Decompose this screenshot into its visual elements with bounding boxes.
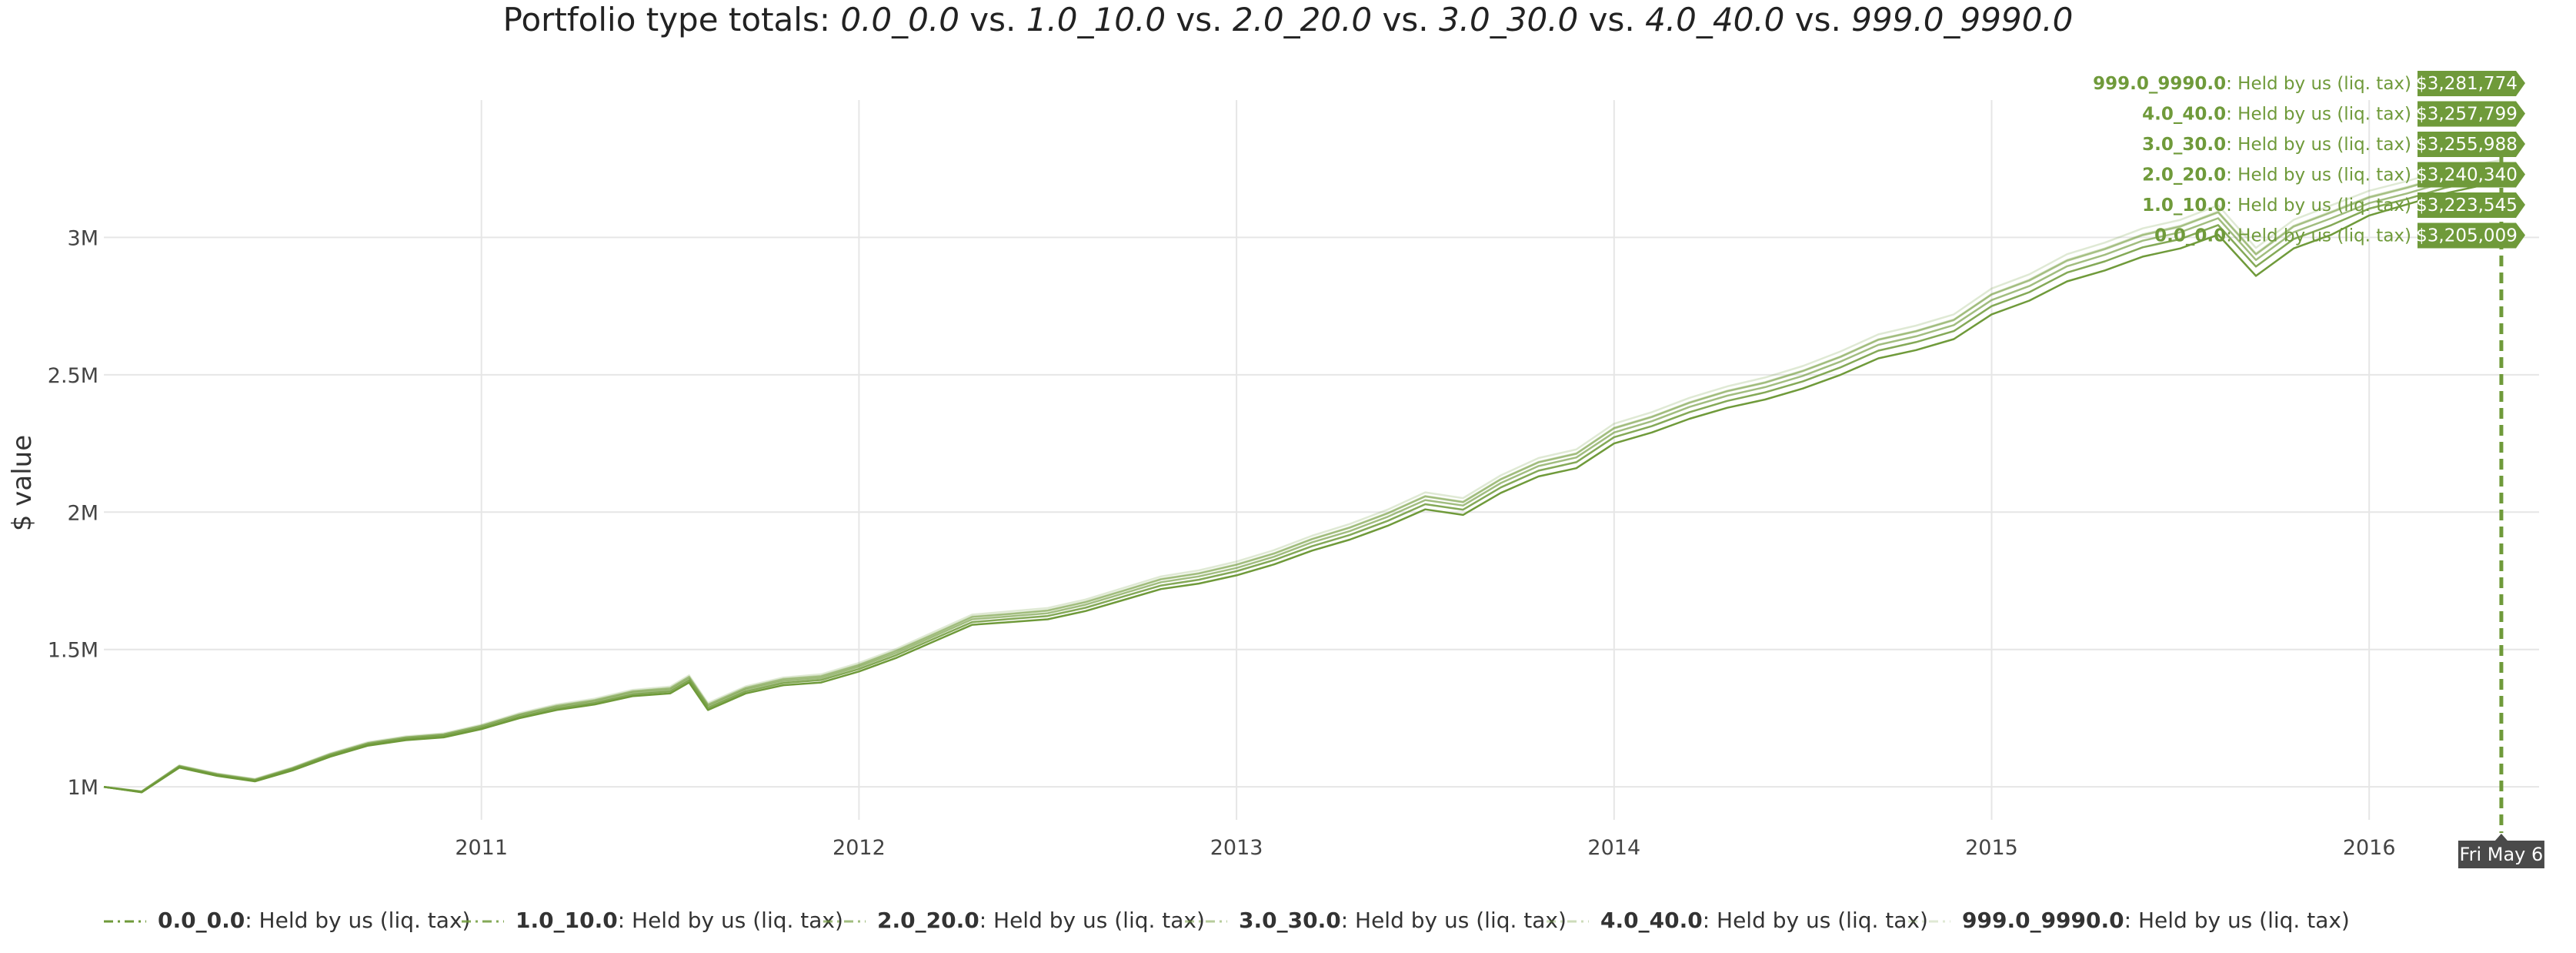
chart-title-series-name: 0.0_0.0 (840, 1, 959, 38)
series-line-999.0_9990.0[interactable] (103, 159, 2502, 793)
x-tick-label: 2012 (833, 836, 886, 860)
tooltip-label: 999.0_9990.0: Held by us (liq. tax) (2093, 74, 2411, 94)
tooltip-value: $3,240,340 (2416, 166, 2518, 186)
y-tick-label: 1.5M (48, 639, 98, 663)
x-tick-label: 2011 (455, 836, 508, 860)
crosshair-date-box (2458, 841, 2544, 868)
y-tick-label: 3M (68, 226, 98, 250)
series-line-2.0_20.0[interactable] (103, 170, 2502, 793)
tooltip-label: 3.0_30.0: Held by us (liq. tax) (2142, 135, 2411, 155)
legend-series-desc: : Held by us (liq. tax) (979, 908, 1205, 933)
x-tick-label: 2014 (1587, 836, 1640, 860)
legend-item-4.0_40.0[interactable]: 4.0_40.0: Held by us (liq. tax) (1600, 908, 1928, 933)
tooltip-value: $3,223,545 (2416, 196, 2518, 216)
crosshair-date-pointer (2494, 834, 2508, 841)
legend-series-name: 4.0_40.0 (1600, 908, 1703, 933)
tooltip-series-desc: : Held by us (liq. tax) (2226, 196, 2411, 216)
legend-item-1.0_10.0[interactable]: 1.0_10.0: Held by us (liq. tax) (516, 908, 843, 933)
tooltip-value-box (2418, 192, 2516, 218)
chart-title-separator: vs. (959, 1, 1026, 38)
tooltip-pointer (2516, 71, 2525, 96)
chart-title: Portfolio type totals: 0.0_0.0 vs. 1.0_1… (0, 0, 2576, 40)
chart-title-separator: vs. (1578, 1, 1646, 38)
series-line-4.0_40.0[interactable] (103, 166, 2502, 793)
chart-title-separator: vs. (1784, 1, 1852, 38)
tooltip-series-name: 2.0_20.0 (2142, 166, 2226, 186)
tooltip-label: 2.0_20.0: Held by us (liq. tax) (2142, 166, 2411, 186)
legend-item-999.0_9990.0[interactable]: 999.0_9990.0: Held by us (liq. tax) (1962, 908, 2350, 933)
tooltip-value-box (2418, 71, 2516, 96)
legend-item-0.0_0.0[interactable]: 0.0_0.0: Held by us (liq. tax) (158, 908, 470, 933)
tooltip-label: 0.0_0.0: Held by us (liq. tax) (2154, 226, 2411, 246)
y-tick-label: 2.5M (48, 364, 98, 388)
legend-series-desc: : Held by us (liq. tax) (1703, 908, 1928, 933)
x-tick-label: 2016 (2343, 836, 2396, 860)
tooltip-value: $3,257,799 (2416, 105, 2518, 125)
tooltip-series-name: 999.0_9990.0 (2093, 74, 2226, 94)
tooltip-series-name: 1.0_10.0 (2142, 196, 2226, 216)
tooltip-pointer (2516, 162, 2525, 188)
tooltip-series-name: 3.0_30.0 (2142, 135, 2226, 155)
legend-series-desc: : Held by us (liq. tax) (1341, 908, 1567, 933)
tooltip-series-name: 4.0_40.0 (2142, 105, 2226, 125)
legend-series-desc: : Held by us (liq. tax) (245, 908, 470, 933)
crosshair-date-label: Fri May 6 (2460, 844, 2544, 865)
x-tick-label: 2013 (1210, 836, 1263, 860)
tooltip-series-desc: : Held by us (liq. tax) (2226, 135, 2411, 155)
legend-series-name: 2.0_20.0 (877, 908, 979, 933)
legend-series-name: 3.0_30.0 (1239, 908, 1341, 933)
tooltip-value-box (2418, 222, 2516, 249)
series-line-3.0_30.0[interactable] (103, 166, 2502, 793)
tooltip-series-desc: : Held by us (liq. tax) (2226, 105, 2411, 125)
tooltip-label: 4.0_40.0: Held by us (liq. tax) (2142, 105, 2411, 125)
tooltip-pointer (2516, 192, 2525, 218)
tooltip-series-name: 0.0_0.0 (2154, 226, 2226, 246)
y-axis-label: $ value (7, 435, 38, 531)
chart-title-series-name: 999.0_9990.0 (1851, 1, 2074, 38)
chart-title-series-name: 1.0_10.0 (1026, 1, 1166, 38)
legend-item-2.0_20.0[interactable]: 2.0_20.0: Held by us (liq. tax) (877, 908, 1205, 933)
chart-title-series-name: 2.0_20.0 (1232, 1, 1373, 38)
legend-series-desc: : Held by us (liq. tax) (2124, 908, 2350, 933)
y-tick-label: 2M (68, 501, 98, 525)
x-tick-label: 2015 (1965, 836, 2018, 860)
y-tick-label: 1M (68, 776, 98, 800)
tooltip-series-desc: : Held by us (liq. tax) (2226, 166, 2411, 186)
tooltip-value-box (2418, 101, 2516, 127)
tooltip-value-box (2418, 132, 2516, 157)
series-line-0.0_0.0[interactable] (103, 180, 2502, 794)
chart-title-series-name: 4.0_40.0 (1645, 1, 1785, 38)
legend-series-name: 0.0_0.0 (158, 908, 245, 933)
legend-item-3.0_30.0[interactable]: 3.0_30.0: Held by us (liq. tax) (1239, 908, 1567, 933)
tooltip-label: 1.0_10.0: Held by us (liq. tax) (2142, 196, 2411, 216)
chart-title-separator: vs. (1166, 1, 1233, 38)
legend-series-name: 1.0_10.0 (516, 908, 618, 933)
tooltip-value: $3,255,988 (2416, 135, 2518, 155)
tooltip-value: $3,205,009 (2416, 226, 2518, 246)
legend-series-desc: : Held by us (liq. tax) (618, 908, 843, 933)
chart-title-prefix: Portfolio type totals: (502, 1, 841, 38)
legend-series-name: 999.0_9990.0 (1962, 908, 2124, 933)
tooltip-value: $3,281,774 (2416, 74, 2518, 94)
tooltip-pointer (2516, 222, 2525, 249)
tooltip-value-box (2418, 162, 2516, 188)
chart-title-series-name: 3.0_30.0 (1438, 1, 1579, 38)
chart-title-separator: vs. (1372, 1, 1439, 38)
tooltip-pointer (2516, 101, 2525, 127)
series-line-1.0_10.0[interactable] (103, 175, 2502, 794)
tooltip-series-desc: : Held by us (liq. tax) (2226, 226, 2411, 246)
tooltip-pointer (2516, 132, 2525, 157)
tooltip-series-desc: : Held by us (liq. tax) (2226, 74, 2411, 94)
